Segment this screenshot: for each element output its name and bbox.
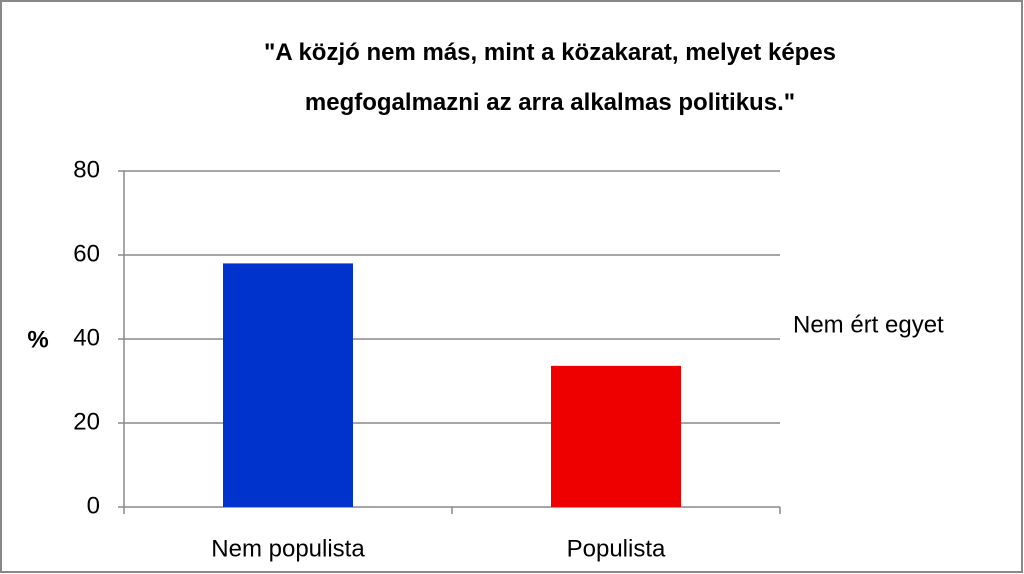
y-tick-label: 80: [73, 156, 100, 183]
y-tick-label: 60: [73, 240, 100, 267]
x-tick-label: Nem populista: [211, 535, 365, 562]
bar: [223, 263, 353, 507]
y-axis-label: %: [27, 326, 48, 353]
y-tick-label: 0: [87, 492, 100, 519]
x-tick-label: Populista: [567, 535, 666, 562]
bar: [551, 365, 681, 507]
legend-label: Nem ért egyet: [793, 311, 944, 338]
chart-title: "A közjó nem más, mint a közakarat, mely…: [263, 39, 837, 116]
y-tick-label: 20: [73, 408, 100, 435]
y-tick-label: 40: [73, 324, 100, 351]
